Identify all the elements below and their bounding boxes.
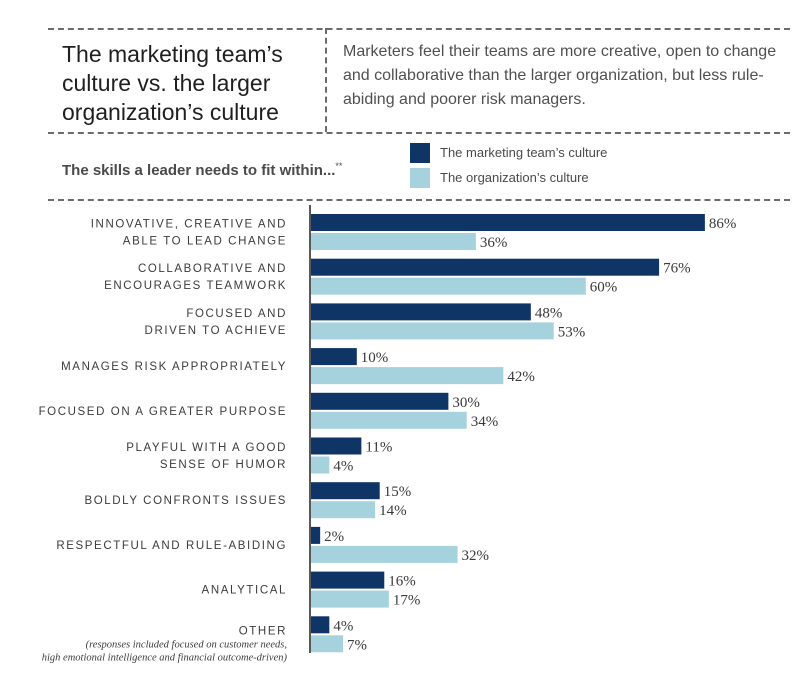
legend-swatch-marketing [410,143,430,163]
chart-divider [48,199,790,201]
legend-swatch-organization [410,168,430,188]
bar-organization [311,501,376,519]
value-label-marketing: 16% [388,574,416,590]
bar-marketing [311,214,705,231]
top-divider [48,28,790,30]
value-label-marketing: 30% [452,395,480,411]
bar-marketing [311,348,357,366]
category-label: FOCUSED AND [186,308,287,320]
chart-title-text: The skills a leader needs to fit within.… [62,162,336,179]
bar-marketing [311,482,380,500]
bar-organization [311,545,458,563]
value-label-organization: 14% [379,503,407,519]
category-label: ANALYTICAL [202,585,287,597]
category-label: RESPECTFUL AND RULE-ABIDING [56,540,287,552]
value-label-organization: 36% [480,235,508,251]
value-label-marketing: 4% [333,618,353,634]
value-label-marketing: 2% [324,529,344,545]
category-label: BOLDLY CONFRONTS ISSUES [84,495,287,507]
category-label: MANAGES RISK APPROPRIATELY [61,361,287,373]
chart-title-footnote-marker: ** [335,161,343,171]
bar-marketing [311,437,362,455]
category-label: OTHER [239,625,287,637]
bar-organization [311,456,330,474]
category-label: ABLE TO LEAD CHANGE [123,236,287,248]
value-label-marketing: 10% [361,350,389,366]
bar-organization [311,590,389,608]
bar-organization [311,635,344,653]
page-subtitle: Marketers feel their teams are more crea… [343,43,777,108]
value-label-marketing: 15% [384,484,412,500]
value-label-organization: 32% [462,548,490,564]
bar-organization [311,233,476,250]
value-label-marketing: 11% [365,440,392,456]
category-label: INNOVATIVE, CREATIVE AND [91,219,287,231]
value-label-organization: 34% [471,414,499,430]
value-label-marketing: 48% [535,305,563,321]
bar-marketing [311,392,449,410]
category-note: (responses included focused on customer … [86,639,287,650]
legend-label-marketing: The marketing team’s culture [440,145,608,160]
chart-title: The skills a leader needs to fit within.… [62,161,342,179]
value-label-organization: 4% [333,459,353,475]
bar-marketing [311,303,531,321]
value-label-organization: 42% [507,369,535,385]
value-label-marketing: 76% [663,261,691,277]
category-label: FOCUSED ON A GREATER PURPOSE [39,406,287,418]
bar-marketing [311,571,385,589]
category-label: SENSE OF HUMOR [160,459,287,471]
bar-organization [311,322,554,340]
category-label: PLAYFUL WITH A GOOD [126,442,287,454]
category-label: COLLABORATIVE AND [138,263,287,275]
bar-marketing [311,258,660,276]
category-label: ENCOURAGES TEAMWORK [104,280,287,292]
value-label-organization: 17% [393,593,421,609]
value-label-marketing: 86% [709,216,737,232]
bar-marketing [311,616,330,634]
bar-marketing [311,526,321,544]
bar-organization [311,411,467,429]
value-label-organization: 7% [347,637,367,653]
page-title: The marketing team’s culture vs. the lar… [62,41,283,125]
header-divider [48,132,790,134]
value-label-organization: 60% [590,280,618,296]
value-label-organization: 53% [558,324,586,340]
bar-organization [311,367,504,385]
bar-organization [311,277,586,295]
header-vertical-divider [325,28,327,132]
category-label: DRIVEN TO ACHIEVE [145,325,287,337]
category-note: high emotional intelligence and financia… [42,652,288,663]
legend-label-organization: The organization’s culture [440,170,589,185]
